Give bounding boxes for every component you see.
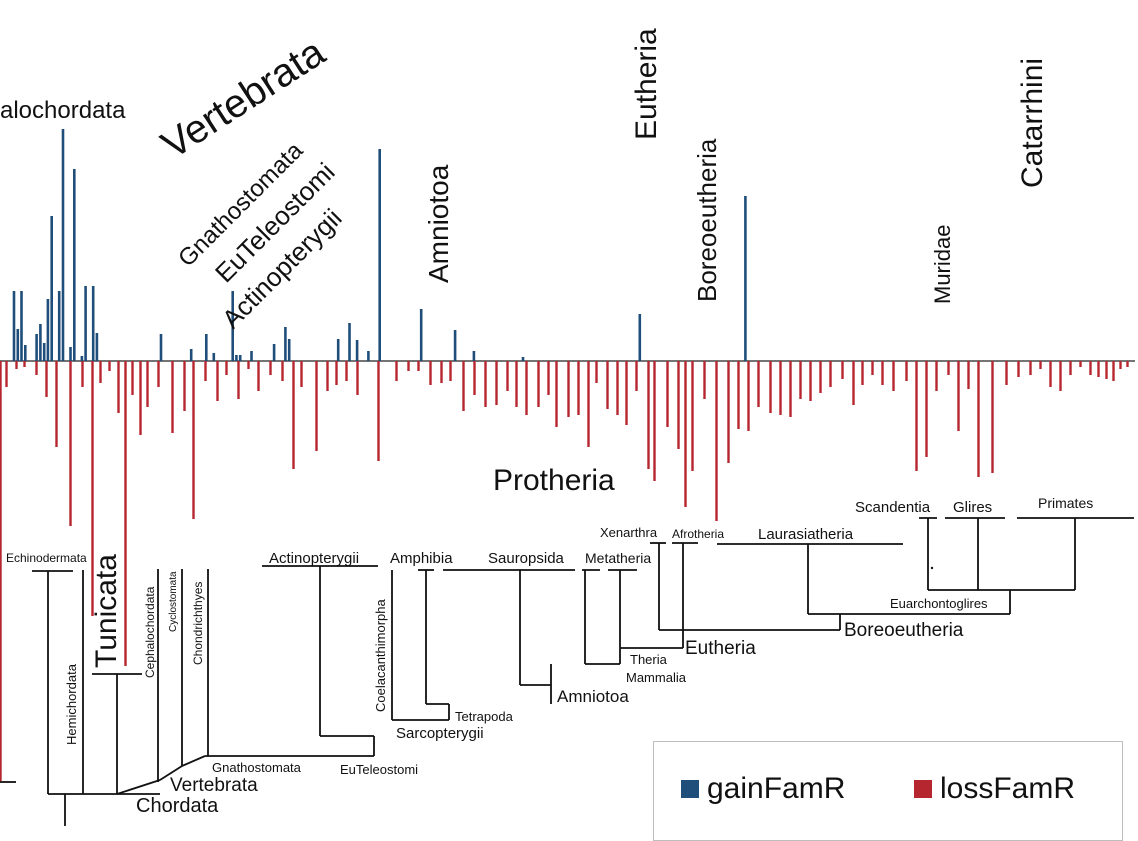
tree-label: Tetrapoda	[455, 709, 514, 724]
legend-item-gain: gainFamR	[681, 772, 845, 806]
bar-label: Eutheria	[630, 28, 663, 140]
tree-label: Gnathostomata	[212, 760, 302, 775]
tree-label: Actinopterygii	[269, 550, 359, 567]
legend-item-loss: lossFamR	[914, 772, 1075, 806]
legend: gainFamR lossFamR	[653, 741, 1123, 841]
legend-label-gain: gainFamR	[707, 772, 846, 805]
tree-label: Laurasiatheria	[758, 526, 854, 543]
tree-label: Cephalochordata	[143, 586, 157, 678]
dot-mark	[930, 566, 934, 570]
bar-label: alochordata	[0, 97, 126, 124]
tree-label: Eutheria	[685, 638, 756, 659]
bar-label: Protheria	[493, 464, 615, 497]
tree-label: Afrotheria	[672, 527, 724, 541]
bar-label: Vertebrata	[154, 30, 333, 168]
tree-label: Tunicata	[90, 554, 123, 668]
tree-label: Xenarthra	[600, 525, 658, 540]
legend-swatch-gain	[681, 780, 699, 798]
bar-label: Boreoeutheria	[692, 138, 722, 302]
tree-label: Metatheria	[585, 550, 651, 566]
bar-label: Amniotoa	[423, 164, 454, 283]
tree-label: Cyclostomata	[168, 571, 179, 632]
tree-label: Chondrichthyes	[191, 582, 205, 665]
tree-label: EuTeleostomi	[340, 762, 418, 777]
tree-label: Scandentia	[855, 499, 931, 516]
bar-label: Muridae	[930, 225, 955, 304]
tree-label: Sarcopterygii	[396, 725, 484, 742]
tree-label: Echinodermata	[6, 551, 87, 565]
tree-label: Coelacanthimorpha	[373, 598, 388, 712]
tree-label: Sauropsida	[488, 550, 565, 567]
tree-label: Vertebrata	[170, 775, 258, 796]
tree-label: Theria	[630, 652, 668, 667]
gain-bars	[12, 129, 747, 361]
phylogenetic-tree	[0, 517, 1134, 826]
tree-label: Primates	[1038, 495, 1093, 511]
tree-label: Euarchontoglires	[890, 596, 988, 611]
tree-label: Amphibia	[390, 550, 453, 567]
loss-bars	[0, 361, 1129, 781]
legend-swatch-loss	[914, 780, 932, 798]
tree-label: Boreoeutheria	[844, 620, 964, 641]
tree-label: Amniotoa	[557, 687, 629, 706]
tree-label: Mammalia	[626, 670, 687, 685]
tree-label: Chordata	[136, 795, 219, 817]
tree-label: Glires	[953, 499, 992, 516]
tree-label: Hemichordata	[64, 663, 79, 745]
bar-label: Catarrhini	[1016, 58, 1049, 188]
legend-label-loss: lossFamR	[940, 772, 1076, 805]
